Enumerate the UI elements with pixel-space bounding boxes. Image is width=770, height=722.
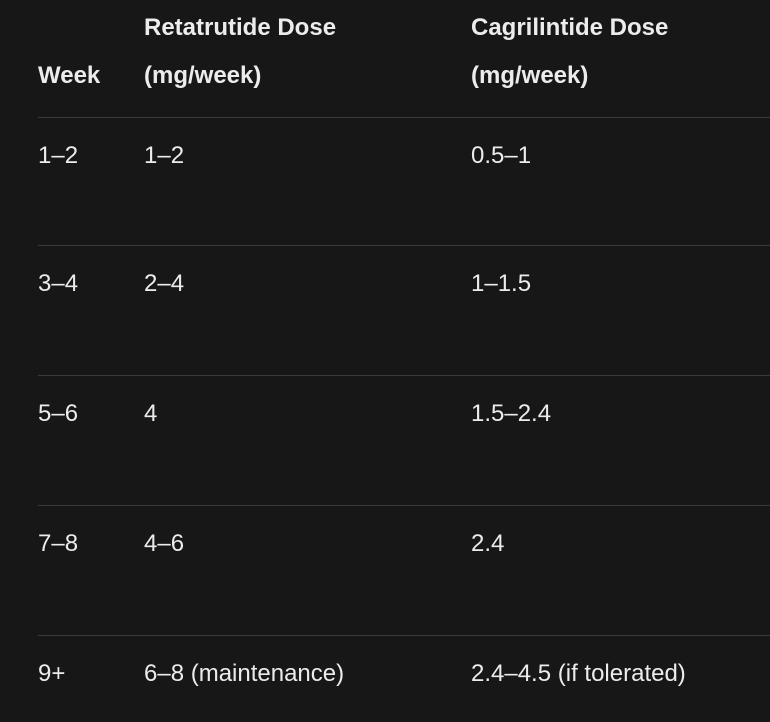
- header-cell: Retatrutide Dose (mg/week): [144, 14, 337, 89]
- header-cell: Week: [38, 62, 101, 89]
- table-cell: 6–8 (maintenance): [144, 660, 345, 687]
- table-cell: 2–4: [144, 270, 185, 297]
- table-cell: 0.5–1: [471, 142, 532, 169]
- row-divider: [38, 245, 770, 246]
- table-cell: 5–6: [38, 400, 79, 427]
- table-cell: 3–4: [38, 270, 79, 297]
- table-cell: 9+: [38, 660, 66, 687]
- row-divider: [38, 505, 770, 506]
- table-cell: 1–2: [38, 142, 79, 169]
- table-cell: 4–6: [144, 530, 185, 557]
- row-divider: [38, 635, 770, 636]
- table-cell: 7–8: [38, 530, 79, 557]
- table-cell: 2.4–4.5 (if tolerated): [471, 660, 686, 687]
- row-divider: [38, 117, 770, 118]
- table-cell: 4: [144, 400, 158, 427]
- table-cell: 1–2: [144, 142, 185, 169]
- table-cell: 2.4: [471, 530, 505, 557]
- header-cell: Cagrilintide Dose (mg/week): [471, 14, 669, 89]
- table-cell: 1–1.5: [471, 270, 532, 297]
- table-cell: 1.5–2.4: [471, 400, 552, 427]
- row-divider: [38, 375, 770, 376]
